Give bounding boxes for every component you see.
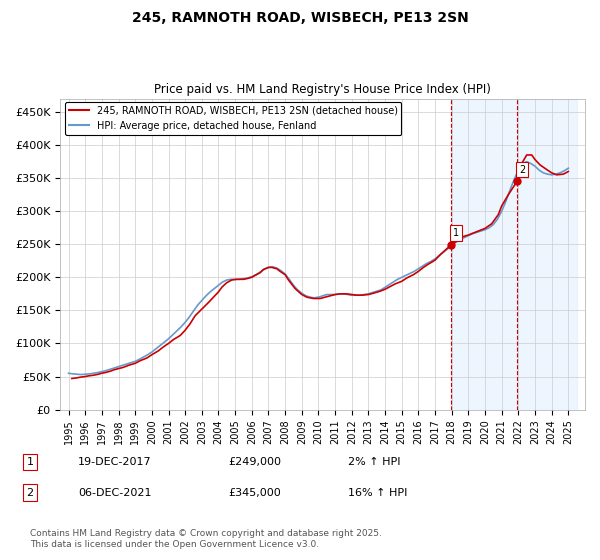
Text: £345,000: £345,000 <box>228 488 281 498</box>
Text: 16% ↑ HPI: 16% ↑ HPI <box>348 488 407 498</box>
Text: Contains HM Land Registry data © Crown copyright and database right 2025.
This d: Contains HM Land Registry data © Crown c… <box>30 529 382 549</box>
Text: 2: 2 <box>26 488 34 498</box>
Legend: 245, RAMNOTH ROAD, WISBECH, PE13 2SN (detached house), HPI: Average price, detac: 245, RAMNOTH ROAD, WISBECH, PE13 2SN (de… <box>65 102 401 134</box>
Bar <box>451 99 577 409</box>
Text: 06-DEC-2021: 06-DEC-2021 <box>78 488 151 498</box>
Text: 1: 1 <box>26 457 34 467</box>
Text: £249,000: £249,000 <box>228 457 281 467</box>
Title: Price paid vs. HM Land Registry's House Price Index (HPI): Price paid vs. HM Land Registry's House … <box>154 83 491 96</box>
Text: 19-DEC-2017: 19-DEC-2017 <box>78 457 152 467</box>
Text: 1: 1 <box>453 228 459 238</box>
Text: 2% ↑ HPI: 2% ↑ HPI <box>348 457 401 467</box>
Text: 2: 2 <box>519 165 525 175</box>
Text: 245, RAMNOTH ROAD, WISBECH, PE13 2SN: 245, RAMNOTH ROAD, WISBECH, PE13 2SN <box>131 11 469 25</box>
